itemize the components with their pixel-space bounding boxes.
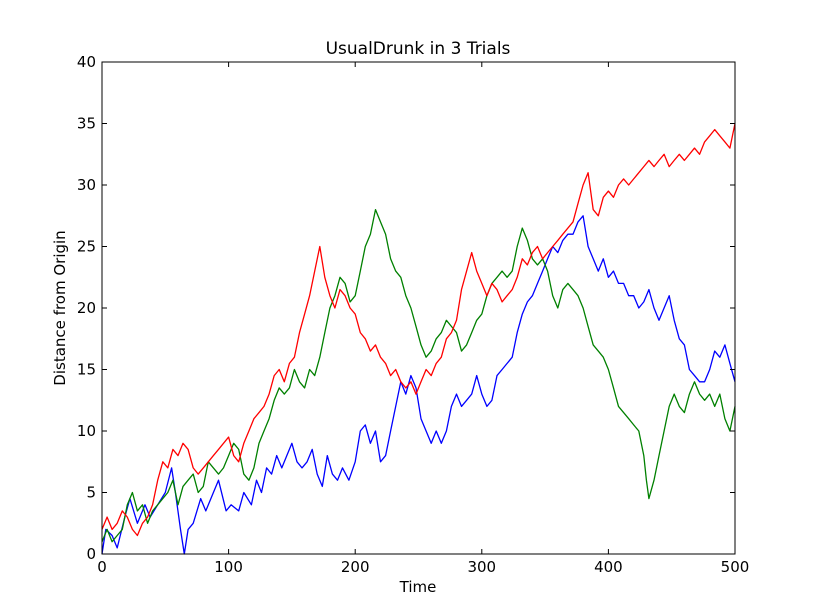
ticks-layer: 0 100 200 300 400 500 0 5 10 15 20 25 30 35 40 <box>77 53 749 576</box>
y-axis-label: Distance from Origin <box>51 230 69 385</box>
x-tick-label: 100 <box>214 558 243 576</box>
y-tick-label: 30 <box>77 176 96 194</box>
y-tick-label: 5 <box>86 484 96 502</box>
chart-title: UsualDrunk in 3 Trials <box>326 39 511 59</box>
y-tick-label: 35 <box>77 115 96 133</box>
y-tick-label: 0 <box>86 545 96 563</box>
y-tick-label: 20 <box>77 299 96 317</box>
series-line-2 <box>101 208 736 543</box>
x-tick-label: 200 <box>341 558 370 576</box>
y-tick-label: 10 <box>77 422 96 440</box>
plot-frame <box>101 61 736 555</box>
series-line-1 <box>101 215 736 555</box>
x-axis-label: Time <box>399 578 437 596</box>
y-tick-label: 15 <box>77 361 96 379</box>
series-layer <box>101 123 736 555</box>
x-tick-label: 500 <box>721 558 750 576</box>
series-line-3 <box>101 123 736 537</box>
y-tick-label: 40 <box>77 53 96 71</box>
x-tick-label: 400 <box>594 558 623 576</box>
x-tick-label: 300 <box>467 558 496 576</box>
y-tick-label: 25 <box>77 238 96 256</box>
x-tick-label: 0 <box>97 558 107 576</box>
